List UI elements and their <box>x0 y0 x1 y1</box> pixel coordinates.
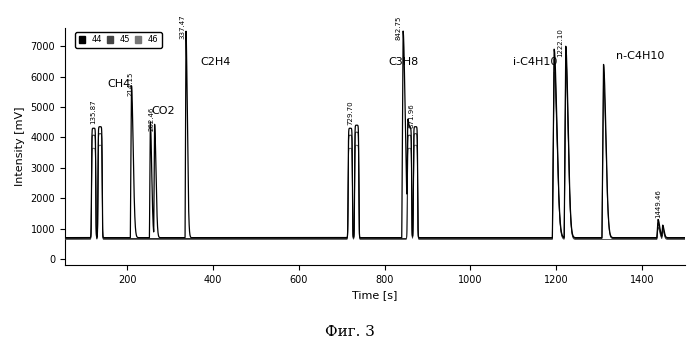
Text: 1449.46: 1449.46 <box>655 189 661 218</box>
Y-axis label: Intensity [mV]: Intensity [mV] <box>15 107 25 186</box>
Text: Фиг. 3: Фиг. 3 <box>325 325 375 339</box>
Text: 337.47: 337.47 <box>179 14 186 39</box>
Text: 135.87: 135.87 <box>90 99 96 124</box>
Text: 214.15: 214.15 <box>127 72 133 96</box>
Legend: 44, 45, 46: 44, 45, 46 <box>76 32 162 48</box>
Text: CH4: CH4 <box>108 79 131 89</box>
Text: CO2: CO2 <box>151 106 175 116</box>
Text: 842.75: 842.75 <box>395 16 402 40</box>
X-axis label: Time [s]: Time [s] <box>352 290 398 300</box>
Text: n-C4H10: n-C4H10 <box>616 51 665 61</box>
Text: 262.46: 262.46 <box>148 107 154 131</box>
Text: i-C4H10: i-C4H10 <box>513 57 558 67</box>
Text: C2H4: C2H4 <box>200 57 230 67</box>
Text: 871.96: 871.96 <box>408 103 414 128</box>
Text: 729.70: 729.70 <box>347 101 354 125</box>
Text: 1222.10: 1222.10 <box>558 28 564 57</box>
Text: C3H8: C3H8 <box>388 57 419 67</box>
